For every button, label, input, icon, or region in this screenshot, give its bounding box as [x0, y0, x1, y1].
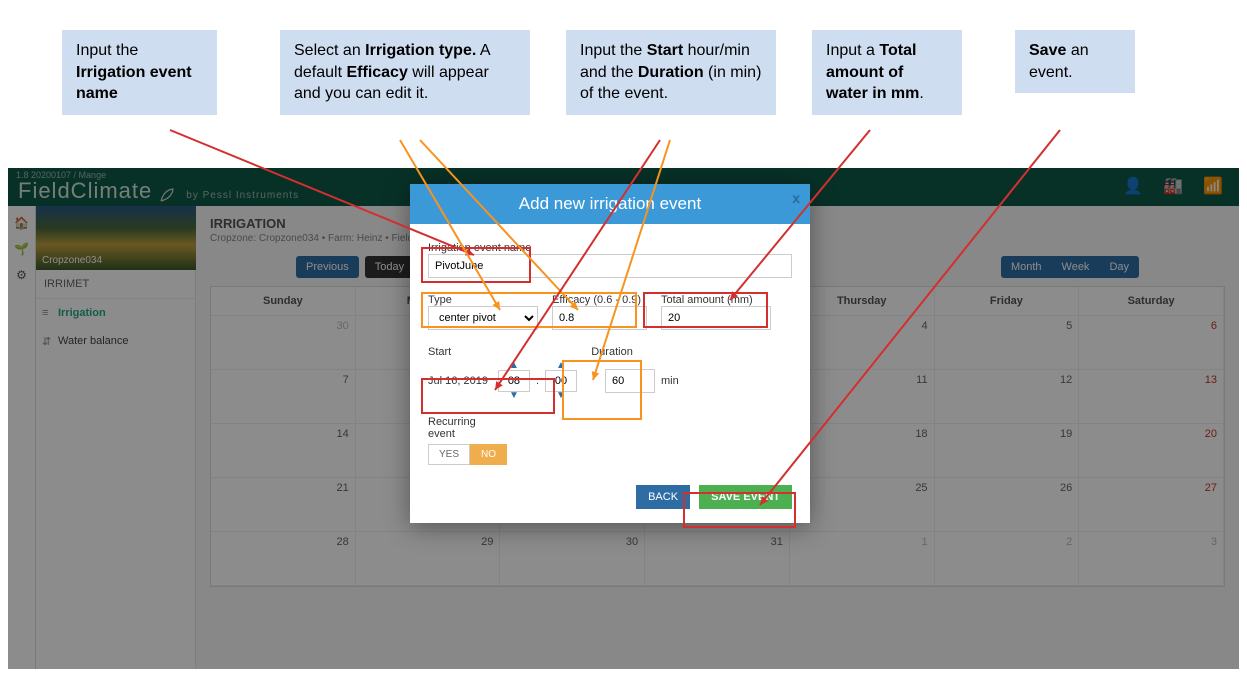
hour-input[interactable] — [498, 370, 530, 392]
back-button[interactable]: BACK — [636, 485, 690, 509]
minute-spinner[interactable]: ▲ ▼ — [545, 362, 577, 400]
label-efficacy: Efficacy (0.6 - 0.9) — [552, 294, 647, 306]
chevron-up-icon[interactable]: ▲ — [556, 362, 566, 370]
callout-total: Input a Total amount of water in mm. — [812, 30, 962, 115]
min-label: min — [661, 375, 679, 387]
recurring-yes[interactable]: YES — [428, 444, 470, 465]
modal-header: Add new irrigation event x — [410, 184, 810, 224]
save-event-button[interactable]: SAVE EVENT — [699, 485, 792, 509]
callout-save: Save an event. — [1015, 30, 1135, 93]
irrigation-modal: Add new irrigation event x Irrigation ev… — [410, 184, 810, 523]
label-recurring: Recurring event — [428, 416, 488, 440]
hour-spinner[interactable]: ▲ ▼ — [498, 362, 530, 400]
start-date: Jul 16, 2019 — [428, 375, 488, 387]
total-amount-input[interactable] — [661, 306, 771, 330]
label-start: Start — [428, 346, 451, 358]
callout-start: Input the Start hour/min and the Duratio… — [566, 30, 776, 115]
callout-name: Input the Irrigation event name — [62, 30, 217, 115]
chevron-down-icon[interactable]: ▼ — [509, 392, 519, 400]
start-group: Jul 16, 2019 ▲ ▼ : ▲ ▼ — [428, 362, 577, 400]
callout-type: Select an Irrigation type. A default Eff… — [280, 30, 530, 115]
type-select[interactable]: center pivot — [428, 306, 538, 330]
label-event-name: Irrigation event name — [428, 242, 792, 254]
label-duration: Duration — [591, 346, 633, 358]
modal-title: Add new irrigation event — [519, 194, 701, 213]
recurring-no[interactable]: NO — [470, 444, 507, 465]
duration-input[interactable] — [605, 369, 655, 393]
efficacy-input[interactable] — [552, 306, 647, 330]
minute-input[interactable] — [545, 370, 577, 392]
event-name-input[interactable] — [428, 254, 792, 278]
recurring-toggle[interactable]: YES NO — [428, 444, 792, 465]
chevron-down-icon[interactable]: ▼ — [556, 392, 566, 400]
label-total: Total amount (mm) — [661, 294, 771, 306]
chevron-up-icon[interactable]: ▲ — [509, 362, 519, 370]
label-type: Type — [428, 294, 538, 306]
close-icon[interactable]: x — [792, 190, 800, 206]
